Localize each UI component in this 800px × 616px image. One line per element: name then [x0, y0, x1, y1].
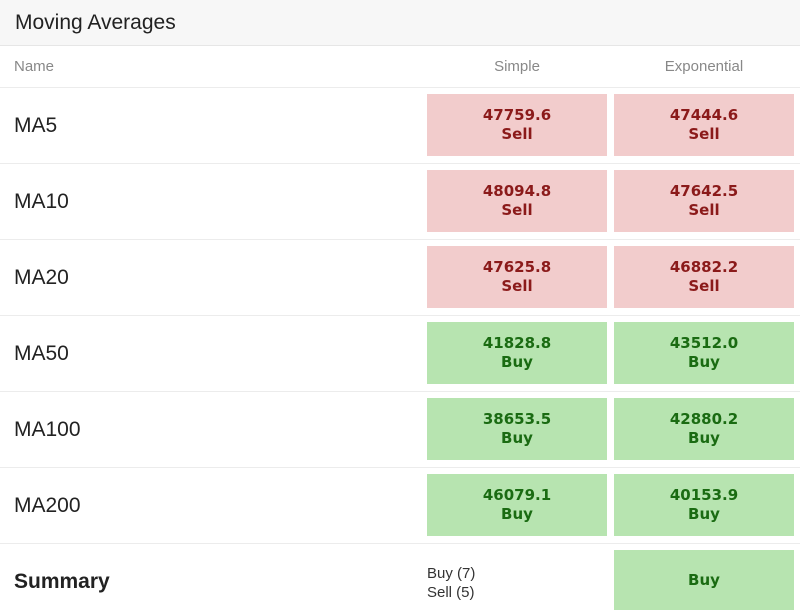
exponential-signal-cell: 47444.6 Sell: [614, 94, 794, 156]
ma-name: MA5: [14, 114, 58, 137]
exponential-signal: Buy: [688, 429, 720, 447]
table-row: MA5 47759.6 Sell 47444.6 Sell: [0, 88, 800, 164]
exponential-signal-cell: 43512.0 Buy: [614, 322, 794, 384]
simple-signal: Buy: [501, 429, 533, 447]
table-row: MA20 47625.8 Sell 46882.2 Sell: [0, 240, 800, 316]
simple-signal: Sell: [501, 277, 533, 295]
simple-signal-cell: 48094.8 Sell: [427, 170, 607, 232]
exponential-signal: Sell: [688, 201, 720, 219]
simple-signal-cell: 47759.6 Sell: [427, 94, 607, 156]
table-header: Name Simple Exponential: [0, 46, 800, 88]
buy-count: Buy (7): [427, 565, 476, 582]
table-row: MA50 41828.8 Buy 43512.0 Buy: [0, 316, 800, 392]
ma-name: MA20: [14, 266, 69, 289]
exponential-signal: Sell: [688, 125, 720, 143]
summary-row: Summary Buy (7) Sell (5) Buy: [0, 544, 800, 616]
simple-value: 38653.5: [482, 410, 552, 428]
column-header-exponential: Exponential: [664, 58, 744, 75]
simple-signal-cell: 41828.8 Buy: [427, 322, 607, 384]
sell-count: Sell (5): [427, 584, 475, 601]
simple-signal: Buy: [501, 353, 533, 371]
simple-value: 46079.1: [482, 486, 552, 504]
ma-name: MA10: [14, 190, 69, 213]
exponential-value: 47444.6: [669, 106, 739, 124]
exponential-signal-cell: 47642.5 Sell: [614, 170, 794, 232]
summary-signal-cell: Buy: [614, 550, 794, 610]
exponential-signal: Buy: [688, 505, 720, 523]
simple-value: 47625.8: [482, 258, 552, 276]
summary-signal: Buy: [688, 571, 720, 589]
exponential-signal-cell: 46882.2 Sell: [614, 246, 794, 308]
moving-averages-header: Moving Averages: [0, 0, 800, 46]
simple-value: 47759.6: [482, 106, 552, 124]
ma-name: MA100: [14, 418, 81, 441]
exponential-value: 46882.2: [669, 258, 739, 276]
simple-signal-cell: 38653.5 Buy: [427, 398, 607, 460]
simple-value: 48094.8: [482, 182, 552, 200]
exponential-value: 42880.2: [669, 410, 739, 428]
simple-signal: Sell: [501, 201, 533, 219]
exponential-value: 47642.5: [669, 182, 739, 200]
simple-signal-cell: 46079.1 Buy: [427, 474, 607, 536]
simple-signal-cell: 47625.8 Sell: [427, 246, 607, 308]
table-row: MA100 38653.5 Buy 42880.2 Buy: [0, 392, 800, 468]
simple-value: 41828.8: [482, 334, 552, 352]
simple-signal: Sell: [501, 125, 533, 143]
table-row: MA200 46079.1 Buy 40153.9 Buy: [0, 468, 800, 544]
exponential-value: 40153.9: [669, 486, 739, 504]
page-title: Moving Averages: [15, 10, 176, 34]
table-row: MA10 48094.8 Sell 47642.5 Sell: [0, 164, 800, 240]
exponential-signal: Buy: [688, 353, 720, 371]
summary-counts: Buy (7) Sell (5): [427, 564, 475, 602]
summary-label: Summary: [14, 570, 110, 593]
column-header-name: Name: [14, 58, 55, 75]
exponential-value: 43512.0: [669, 334, 739, 352]
ma-name: MA200: [14, 494, 81, 517]
ma-name: MA50: [14, 342, 69, 365]
ma-table-body: MA5 47759.6 Sell 47444.6 Sell MA10 48094…: [0, 88, 800, 544]
exponential-signal-cell: 40153.9 Buy: [614, 474, 794, 536]
exponential-signal: Sell: [688, 277, 720, 295]
column-header-simple: Simple: [494, 58, 540, 75]
simple-signal: Buy: [501, 505, 533, 523]
exponential-signal-cell: 42880.2 Buy: [614, 398, 794, 460]
